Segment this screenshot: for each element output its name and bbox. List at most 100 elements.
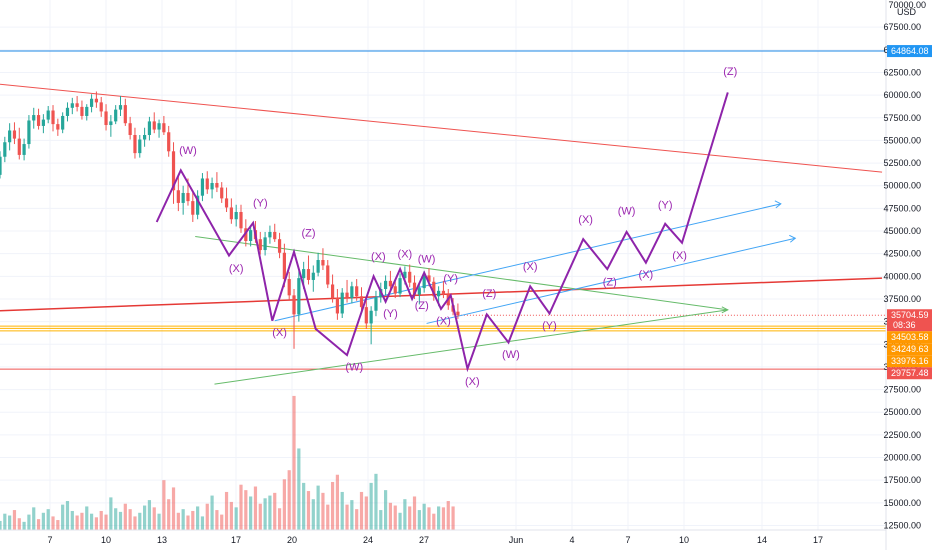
- wave-label: (Z): [415, 300, 429, 312]
- candle-body: [263, 237, 267, 251]
- volume-bar: [311, 499, 315, 530]
- price-tag-label: 33976.16: [891, 356, 929, 366]
- volume-bar: [244, 490, 248, 530]
- horizontal-lines: [0, 50, 886, 370]
- y-tick-label: 62500.00: [883, 67, 921, 77]
- volume-bar: [17, 518, 21, 530]
- volume-bar: [277, 508, 282, 530]
- volume-bar: [167, 499, 171, 530]
- volume-bar: [369, 482, 373, 530]
- volume-bar: [56, 520, 60, 530]
- y-tick-label: 37500.00: [883, 294, 921, 304]
- candle-body: [162, 123, 166, 133]
- candle-body: [374, 297, 378, 311]
- x-tick-label: 10: [679, 535, 689, 545]
- volume-bar: [70, 510, 74, 530]
- price-tag-label: 29757.48: [891, 368, 929, 378]
- x-tick-label: 17: [813, 535, 823, 545]
- volume-bar: [109, 497, 113, 530]
- candle-body: [302, 269, 306, 279]
- volume-bar: [340, 491, 344, 530]
- candle-body: [12, 130, 17, 139]
- x-tick-label: 13: [157, 535, 167, 545]
- candle-body: [46, 110, 50, 120]
- volume-bar: [114, 508, 118, 530]
- trend-lines: [0, 83, 883, 385]
- x-tick-label: Jun: [509, 535, 524, 545]
- chart-area[interactable]: [0, 0, 886, 530]
- volume-bar: [350, 500, 354, 530]
- volume-bar: [220, 514, 224, 530]
- volume-bars: [0, 395, 455, 530]
- candle-body: [369, 310, 373, 324]
- volume-bar: [253, 486, 258, 530]
- x-tick-label: 4: [569, 535, 574, 545]
- candle-body: [393, 286, 397, 294]
- volume-bar: [215, 510, 219, 530]
- y-tick-label: 12500.00: [883, 520, 921, 530]
- volume-bar: [316, 485, 320, 530]
- volume-bar: [94, 517, 98, 530]
- trend-line: [0, 277, 883, 312]
- candle-body: [292, 295, 296, 315]
- volume-bar: [427, 507, 431, 530]
- volume-bar: [89, 513, 94, 530]
- volume-bar: [282, 479, 286, 530]
- volume-bar: [12, 510, 17, 530]
- volume-bar: [374, 473, 378, 530]
- candle-body: [456, 311, 460, 316]
- x-tick-label: 7: [625, 535, 630, 545]
- volume-bar: [210, 495, 214, 530]
- wave-label: (Y): [658, 199, 673, 211]
- price-axis[interactable]: 67500.0065000.0062500.0060000.0057500.00…: [883, 0, 926, 530]
- currency-label: USD: [897, 7, 917, 17]
- wave-label: (Z): [723, 66, 737, 78]
- x-tick-label: 27: [419, 535, 429, 545]
- candle-body: [200, 178, 205, 196]
- volume-bar: [393, 505, 397, 530]
- wave-label: (Z): [603, 276, 617, 288]
- candle-body: [109, 121, 113, 126]
- candles: [0, 91, 460, 349]
- volume-bar: [75, 515, 79, 530]
- candle-body: [167, 132, 171, 152]
- y-tick-label: 47500.00: [883, 203, 921, 213]
- volume-bar: [364, 496, 368, 530]
- candle-body: [186, 192, 190, 202]
- candle-body: [152, 121, 156, 130]
- candle-body: [32, 115, 36, 121]
- candle-body: [268, 231, 272, 238]
- y-tick-label: 50000.00: [883, 181, 921, 191]
- trend-line: [214, 309, 728, 385]
- price-tag-label: 64864.08: [891, 46, 929, 56]
- time-axis[interactable]: 7 10 13 17 20 24 27 Jun 4 7 10 14 17: [47, 535, 823, 545]
- price-tag-box: [887, 45, 932, 58]
- candle-body: [398, 278, 402, 294]
- price-tag-box: [887, 343, 932, 356]
- wave-label: (Y): [383, 308, 398, 320]
- candle-body: [277, 239, 282, 253]
- candle-body: [311, 272, 315, 280]
- price-tag-box: [887, 355, 932, 368]
- volume-bar: [239, 484, 243, 530]
- y-tick-label: 42500.00: [883, 249, 921, 259]
- candle-body: [27, 120, 31, 145]
- price-tag-label: 34249.63: [891, 344, 929, 354]
- volume-bar: [147, 500, 152, 530]
- candle-body: [412, 282, 417, 295]
- candle-body: [70, 103, 74, 108]
- candle-body: [350, 286, 354, 299]
- wave-label: (Y): [443, 273, 458, 285]
- wave-labels: (W) (X) (Y) (Z) (X) (W) (Y) (X) (X) (W) (Z) (Y) (X) (…: [179, 66, 737, 388]
- candle-body: [330, 284, 335, 299]
- candle-body: [181, 192, 185, 203]
- volume-bar: [234, 507, 238, 530]
- volume-bar: [268, 495, 272, 530]
- volume-bar: [384, 490, 388, 530]
- wave-label: (W): [618, 206, 636, 218]
- candle-body: [224, 198, 229, 208]
- volume-bar: [138, 512, 142, 530]
- candle-body: [51, 110, 55, 125]
- volume-bar: [157, 513, 161, 530]
